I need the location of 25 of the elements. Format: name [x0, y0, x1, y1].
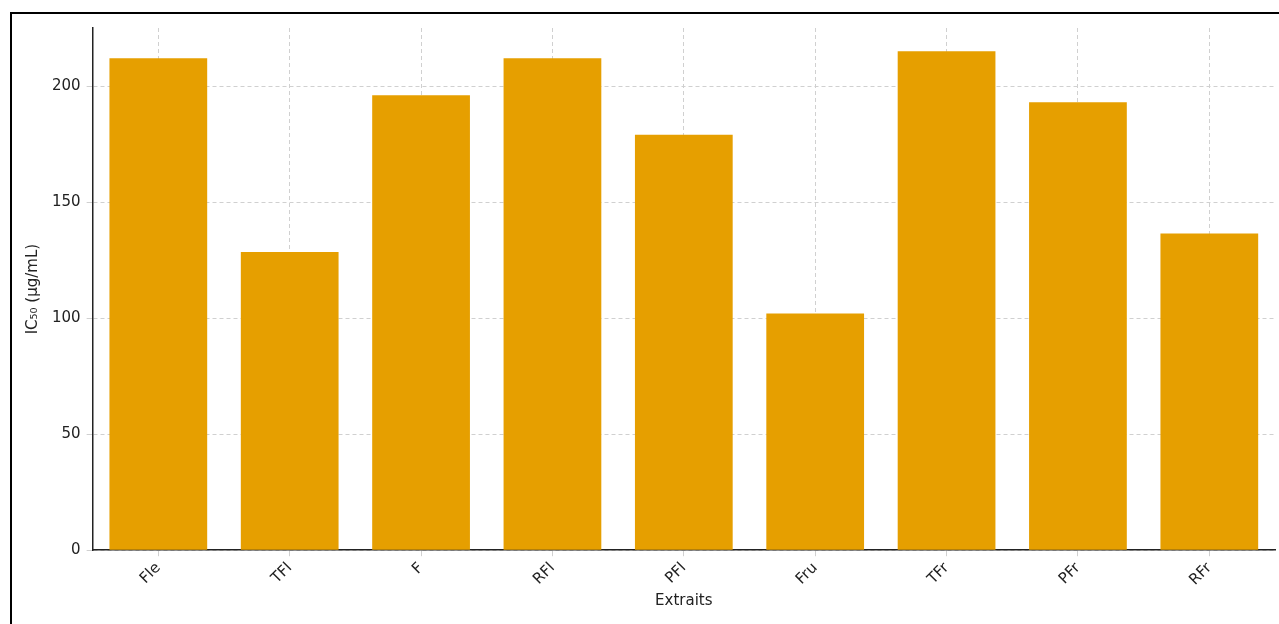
bar: [897, 51, 996, 550]
x-tick-label: F: [407, 558, 427, 578]
y-tick-label: 200: [51, 75, 81, 94]
bar: [1029, 102, 1127, 550]
bar: [503, 58, 602, 550]
x-tick-label: TFl: [266, 558, 296, 588]
bar: [372, 95, 470, 550]
y-tick-label: 0: [71, 540, 81, 559]
x-axis-title: Extraits: [655, 590, 713, 609]
x-tick-label: PFr: [1054, 557, 1085, 588]
y-axis-title: IC₅₀ (µg/mL): [22, 243, 41, 335]
y-tick-label: 100: [51, 308, 81, 327]
x-tick-label: RFl: [528, 558, 559, 588]
x-tick-label: Fru: [791, 558, 821, 588]
y-tick-label: 150: [51, 191, 81, 210]
bar: [1160, 233, 1259, 550]
x-tick-label: Fle: [135, 558, 164, 587]
y-tick-label: 50: [61, 424, 81, 443]
bar: [240, 251, 339, 550]
bar: [109, 58, 208, 550]
x-tick-label: PFl: [661, 558, 690, 587]
bar: [634, 134, 733, 550]
bar: [766, 313, 865, 550]
x-tick-label: TFr: [922, 557, 953, 589]
x-tick-label: RFr: [1185, 557, 1216, 589]
